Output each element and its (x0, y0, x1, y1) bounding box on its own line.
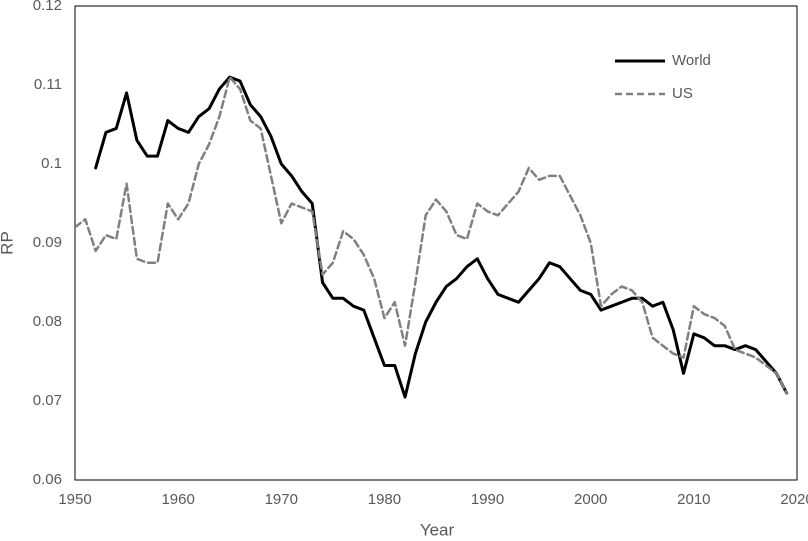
x-tick-label: 1980 (368, 491, 401, 508)
y-tick-label: 0.08 (33, 313, 62, 330)
y-tick-label: 0.09 (33, 234, 62, 251)
x-tick-label: 1960 (161, 491, 194, 508)
x-tick-label: 2000 (574, 491, 607, 508)
x-tick-label: 2010 (677, 491, 710, 508)
y-tick-label: 0.1 (41, 155, 62, 172)
series-line (94, 75, 789, 399)
y-axis-label: RP (0, 231, 16, 255)
series-line (73, 75, 788, 395)
x-tick-label: 1970 (265, 491, 298, 508)
legend-label: World (672, 52, 711, 69)
x-tick-label: 1950 (58, 491, 91, 508)
legend-label: US (672, 85, 693, 102)
y-tick-label: 0.11 (34, 76, 62, 93)
x-tick-label: 2020 (780, 491, 808, 508)
plot-frame (74, 5, 798, 481)
y-tick-label: 0.12 (33, 0, 62, 14)
x-axis-label: Year (420, 520, 455, 539)
y-tick-label: 0.07 (33, 392, 62, 409)
x-tick-label: 1990 (471, 491, 504, 508)
y-tick-label: 0.06 (33, 471, 62, 488)
